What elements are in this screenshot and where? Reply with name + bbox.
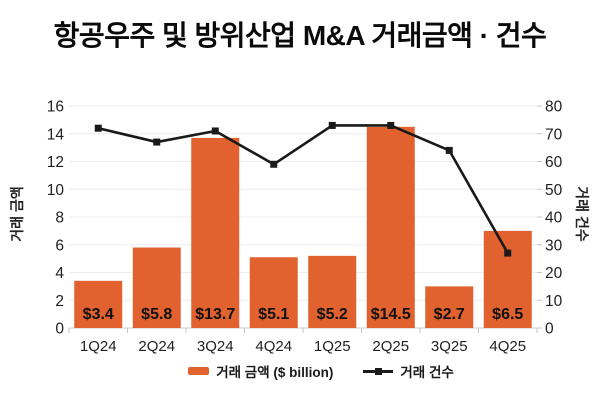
legend: 거래 금액 ($ billion) 거래 건수 <box>0 361 600 381</box>
legend-item-deal-amount: 거래 금액 ($ billion) <box>188 361 333 381</box>
right-axis-tick-label: 80 <box>545 99 563 116</box>
bar-value-label: $13.7 <box>195 306 235 323</box>
left-axis-tick-label: 12 <box>47 154 64 171</box>
x-axis-label-1Q24: 1Q24 <box>80 338 117 355</box>
line-marker-4Q24 <box>270 160 278 168</box>
left-axis-title: 거래 금액 <box>9 186 25 241</box>
left-axis-tick-label: 0 <box>55 321 64 338</box>
line-marker-1Q24 <box>94 124 102 132</box>
line-marker-3Q24 <box>211 127 219 135</box>
bar-3Q25 <box>425 286 474 328</box>
bar-value-label: $6.5 <box>492 306 523 323</box>
right-axis-tick-label: 70 <box>545 126 563 143</box>
bar-1Q25 <box>308 255 357 328</box>
bar-2Q24 <box>132 247 181 328</box>
left-axis-tick-label: 14 <box>47 126 65 143</box>
right-axis-title: 거래 건수 <box>574 186 590 242</box>
bar-value-label: $2.7 <box>434 306 465 323</box>
left-axis-tick-label: 6 <box>55 237 64 254</box>
deal-count-line <box>97 124 509 254</box>
line-series-symbol-icon <box>363 367 394 375</box>
x-axis-label-2Q24: 2Q24 <box>138 338 175 355</box>
bar-4Q24 <box>249 257 298 328</box>
right-axis-tick-label: 30 <box>545 237 563 254</box>
line-marker-4Q25 <box>504 249 512 257</box>
line-marker-3Q25 <box>445 146 453 154</box>
left-axis-tick-label: 4 <box>55 265 64 282</box>
bar-4Q25 <box>483 230 532 328</box>
bar-series-swatch-icon <box>188 367 210 375</box>
x-axis-label-4Q24: 4Q24 <box>255 338 292 355</box>
bar-value-label: $14.5 <box>371 306 411 323</box>
x-axis-label-3Q24: 3Q24 <box>197 338 234 355</box>
right-axis-tick-label: 0 <box>545 321 554 338</box>
left-axis-tick-label: 8 <box>55 210 64 227</box>
line-marker-2Q25 <box>387 121 395 129</box>
line-marker-icon <box>374 367 382 375</box>
right-axis-tick-label: 20 <box>545 265 563 282</box>
bar-value-label: $3.4 <box>83 306 114 323</box>
bar-value-label: $5.8 <box>141 306 172 323</box>
x-axis-label-4Q25: 4Q25 <box>489 338 526 355</box>
bar-1Q24 <box>74 280 123 328</box>
x-axis-label-1Q25: 1Q25 <box>314 338 351 355</box>
left-axis-tick-label: 2 <box>55 293 64 310</box>
right-axis-tick-label: 50 <box>545 182 563 199</box>
line-marker-2Q24 <box>153 138 161 146</box>
bar-3Q24 <box>191 137 240 328</box>
chart-title: 항공우주 및 방위산업 M&A 거래금액 · 건수 <box>53 20 547 51</box>
bar-value-label: $5.1 <box>258 306 289 323</box>
legend-item-deal-count: 거래 건수 <box>363 361 454 381</box>
bar-value-label: $5.2 <box>317 306 348 323</box>
left-axis-tick-label: 16 <box>47 99 64 116</box>
legend-label-deal-amount: 거래 금액 ($ billion) <box>216 365 334 380</box>
line-marker-1Q25 <box>328 121 336 129</box>
right-axis-tick-label: 40 <box>545 210 563 227</box>
right-axis-tick-label: 10 <box>545 293 563 310</box>
x-axis-label-3Q25: 3Q25 <box>431 338 468 355</box>
right-axis-tick-label: 60 <box>545 154 563 171</box>
legend-label-deal-count: 거래 건수 <box>400 365 454 380</box>
bar-2Q25 <box>366 126 415 328</box>
left-axis-tick-label: 10 <box>47 182 65 199</box>
x-axis-label-2Q25: 2Q25 <box>372 338 409 355</box>
